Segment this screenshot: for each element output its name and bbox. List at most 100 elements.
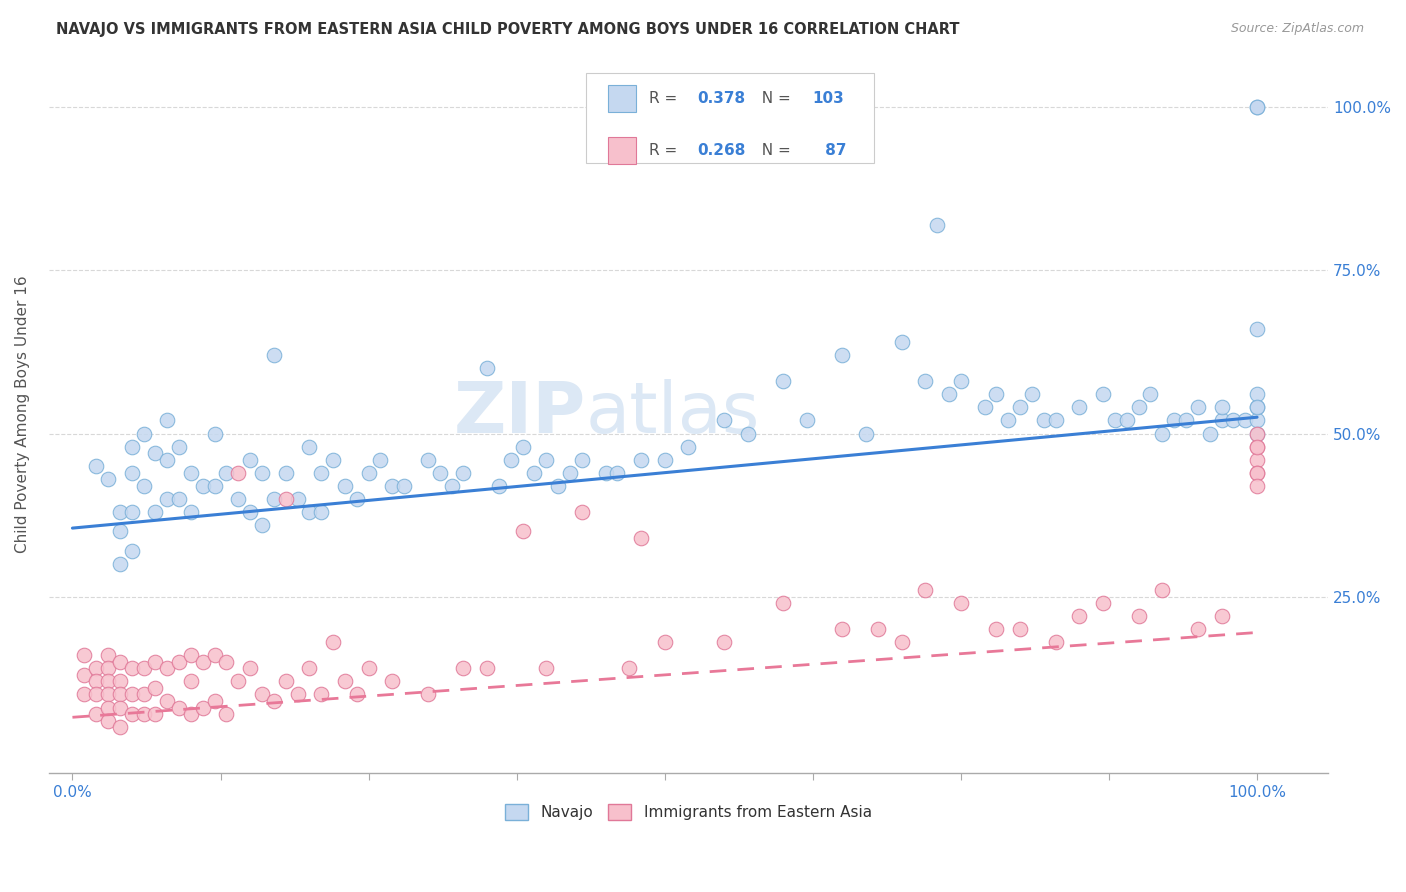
Point	[1246, 426, 1268, 441]
Point	[239, 661, 262, 675]
Point	[1246, 466, 1268, 480]
Point	[949, 374, 972, 388]
Point	[191, 655, 214, 669]
Point	[1045, 413, 1067, 427]
Point	[997, 413, 1019, 427]
Point	[204, 479, 226, 493]
Text: R =: R =	[648, 91, 682, 105]
Point	[180, 706, 202, 721]
Point	[890, 635, 912, 649]
Point	[772, 596, 794, 610]
Point	[97, 714, 120, 728]
Point	[250, 688, 273, 702]
Point	[1211, 413, 1233, 427]
Point	[1175, 413, 1198, 427]
Point	[298, 505, 321, 519]
Point	[226, 674, 249, 689]
Point	[263, 694, 285, 708]
Point	[1045, 635, 1067, 649]
Point	[309, 466, 332, 480]
Point	[108, 524, 131, 539]
Point	[1246, 100, 1268, 114]
Point	[156, 452, 179, 467]
Point	[239, 505, 262, 519]
Point	[440, 479, 463, 493]
Point	[215, 466, 238, 480]
Point	[630, 452, 652, 467]
Point	[357, 661, 380, 675]
Point	[191, 479, 214, 493]
Point	[1069, 401, 1091, 415]
Point	[180, 648, 202, 663]
Point	[333, 674, 356, 689]
Point	[180, 505, 202, 519]
Point	[831, 622, 853, 636]
Point	[97, 688, 120, 702]
Point	[949, 596, 972, 610]
Point	[606, 466, 628, 480]
Point	[132, 479, 155, 493]
Text: R =: R =	[648, 143, 682, 158]
Point	[595, 466, 617, 480]
Point	[1069, 609, 1091, 624]
Point	[558, 466, 581, 480]
Point	[204, 694, 226, 708]
Point	[1211, 609, 1233, 624]
Point	[381, 674, 404, 689]
Point	[108, 505, 131, 519]
Point	[84, 661, 107, 675]
Point	[215, 655, 238, 669]
Point	[121, 706, 143, 721]
Point	[145, 706, 167, 721]
Point	[370, 452, 392, 467]
Point	[927, 218, 949, 232]
Point	[84, 688, 107, 702]
Point	[97, 674, 120, 689]
Point	[381, 479, 404, 493]
Point	[145, 446, 167, 460]
Text: 87: 87	[820, 143, 846, 158]
Point	[453, 661, 475, 675]
Point	[1092, 387, 1115, 401]
Point	[108, 557, 131, 571]
Point	[914, 583, 936, 598]
Point	[121, 440, 143, 454]
Point	[239, 452, 262, 467]
Point	[499, 452, 522, 467]
Point	[1246, 466, 1268, 480]
Point	[1246, 440, 1268, 454]
Point	[713, 413, 735, 427]
Point	[1246, 100, 1268, 114]
Point	[1092, 596, 1115, 610]
Point	[298, 661, 321, 675]
Point	[204, 426, 226, 441]
Point	[322, 635, 344, 649]
Point	[1246, 440, 1268, 454]
Point	[938, 387, 960, 401]
Point	[831, 348, 853, 362]
Point	[121, 505, 143, 519]
Point	[1032, 413, 1054, 427]
Point	[274, 491, 297, 506]
Legend: Navajo, Immigrants from Eastern Asia: Navajo, Immigrants from Eastern Asia	[499, 797, 877, 826]
Point	[866, 622, 889, 636]
Point	[309, 688, 332, 702]
FancyBboxPatch shape	[586, 73, 875, 162]
Text: NAVAJO VS IMMIGRANTS FROM EASTERN ASIA CHILD POVERTY AMONG BOYS UNDER 16 CORRELA: NAVAJO VS IMMIGRANTS FROM EASTERN ASIA C…	[56, 22, 960, 37]
Point	[1187, 401, 1209, 415]
Point	[1246, 479, 1268, 493]
Text: 0.378: 0.378	[697, 91, 745, 105]
Point	[357, 466, 380, 480]
Text: N =: N =	[752, 143, 796, 158]
Point	[156, 491, 179, 506]
Point	[1152, 583, 1174, 598]
Text: atlas: atlas	[586, 379, 761, 449]
Point	[97, 661, 120, 675]
Point	[250, 517, 273, 532]
Point	[121, 688, 143, 702]
Point	[346, 491, 368, 506]
Point	[1211, 401, 1233, 415]
Point	[536, 661, 558, 675]
Point	[167, 655, 190, 669]
Point	[1246, 322, 1268, 336]
